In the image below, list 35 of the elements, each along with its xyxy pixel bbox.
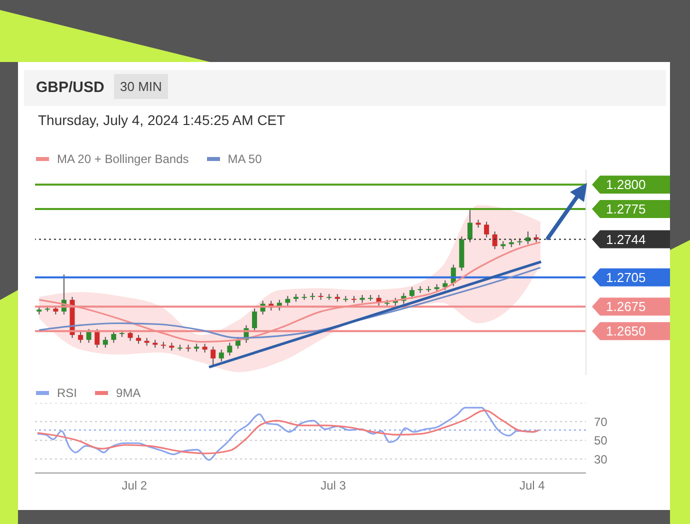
y-tick-label: 1.2800 [606, 177, 646, 192]
candlestick [111, 330, 116, 344]
line-series [38, 266, 542, 339]
candlestick [78, 332, 84, 344]
y-tick-label: 1.2775 [606, 202, 646, 217]
candlestick [409, 286, 414, 300]
chart-subtitle: Thursday, July 4, 2024 1:45:25 AM CET [38, 112, 286, 128]
candlestick [218, 349, 224, 362]
line-series [36, 410, 540, 454]
candlestick [102, 336, 108, 348]
y-tick-label: 30 [594, 452, 608, 466]
text: 30 MIN [114, 74, 168, 99]
candlestick [227, 342, 232, 356]
y-tick-label: 1.2705 [606, 270, 646, 285]
candlestick [252, 308, 258, 332]
candlestick [86, 328, 92, 344]
y-tick-label: 1.2650 [606, 324, 646, 339]
legend-label: MA 50 [228, 152, 262, 166]
candlestick [94, 328, 100, 348]
legend-label: MA 20 + Bollinger Bands [57, 152, 189, 166]
candlestick [492, 231, 498, 250]
y-tick-label: 1.2744 [606, 232, 646, 247]
y-tick-label: 50 [594, 434, 608, 448]
chart-title: GBP/USD [36, 79, 104, 96]
legend-label: 9MA [116, 386, 141, 400]
x-tick-label: Jul 4 [519, 478, 546, 493]
x-tick-label: Jul 2 [122, 478, 148, 493]
legend-label: RSI [57, 386, 78, 400]
y-tick-label: 1.2675 [606, 299, 646, 314]
x-tick-label: Jul 3 [320, 478, 346, 493]
y-tick-label: 70 [594, 414, 608, 429]
candlestick [285, 295, 290, 306]
candlestick [442, 280, 448, 291]
candlestick [484, 221, 490, 238]
candlestick [467, 208, 472, 243]
